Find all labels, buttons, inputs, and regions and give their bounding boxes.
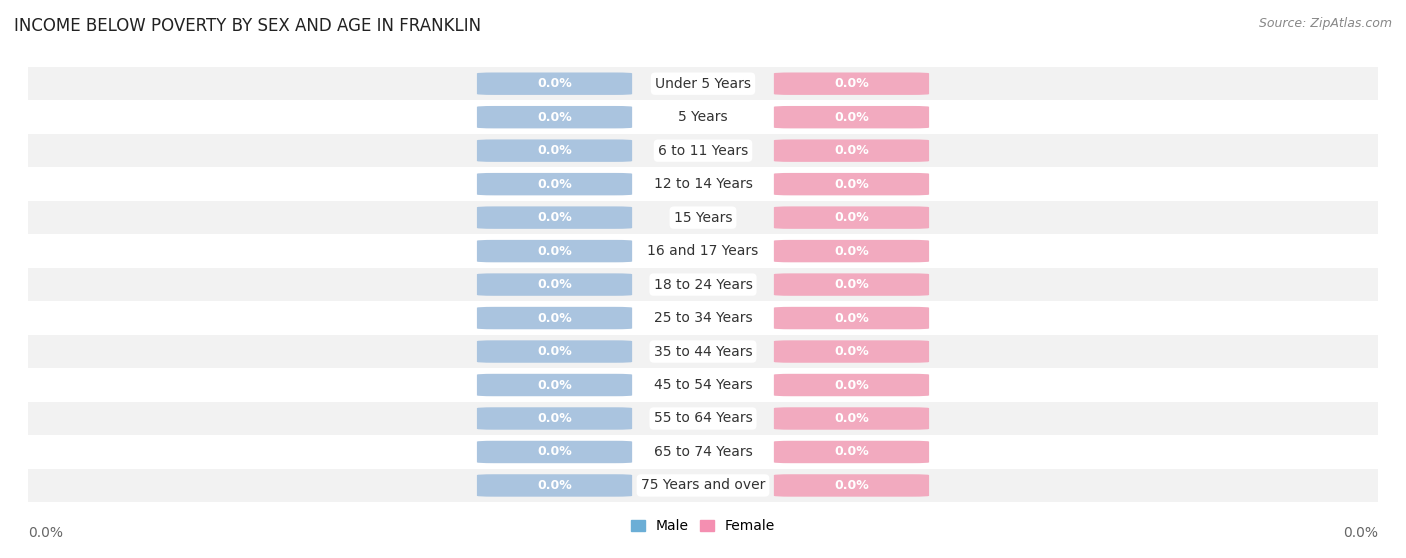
- Text: 0.0%: 0.0%: [834, 211, 869, 224]
- Text: 0.0%: 0.0%: [834, 244, 869, 258]
- FancyBboxPatch shape: [477, 374, 633, 396]
- FancyBboxPatch shape: [773, 374, 929, 396]
- Text: 0.0%: 0.0%: [537, 177, 572, 191]
- Bar: [28, 67, 1378, 100]
- Text: INCOME BELOW POVERTY BY SEX AND AGE IN FRANKLIN: INCOME BELOW POVERTY BY SEX AND AGE IN F…: [14, 17, 481, 35]
- Text: 0.0%: 0.0%: [834, 378, 869, 392]
- FancyBboxPatch shape: [773, 340, 929, 363]
- Text: 55 to 64 Years: 55 to 64 Years: [654, 411, 752, 426]
- Bar: [28, 402, 1378, 435]
- Bar: [28, 167, 1378, 201]
- Text: 0.0%: 0.0%: [834, 445, 869, 459]
- FancyBboxPatch shape: [477, 240, 633, 262]
- Bar: [28, 234, 1378, 268]
- Text: 0.0%: 0.0%: [537, 244, 572, 258]
- FancyBboxPatch shape: [773, 240, 929, 262]
- Bar: [28, 469, 1378, 502]
- Text: 75 Years and over: 75 Years and over: [641, 478, 765, 493]
- FancyBboxPatch shape: [477, 273, 633, 296]
- Text: 0.0%: 0.0%: [28, 526, 63, 540]
- Text: 0.0%: 0.0%: [834, 110, 869, 124]
- Text: 0.0%: 0.0%: [537, 278, 572, 291]
- Text: 0.0%: 0.0%: [834, 177, 869, 191]
- FancyBboxPatch shape: [477, 73, 633, 95]
- Bar: [28, 134, 1378, 167]
- Text: 35 to 44 Years: 35 to 44 Years: [654, 344, 752, 359]
- Text: 0.0%: 0.0%: [537, 378, 572, 392]
- Text: 6 to 11 Years: 6 to 11 Years: [658, 143, 748, 158]
- FancyBboxPatch shape: [773, 106, 929, 128]
- FancyBboxPatch shape: [773, 273, 929, 296]
- Text: 0.0%: 0.0%: [834, 345, 869, 358]
- FancyBboxPatch shape: [773, 173, 929, 195]
- Text: 25 to 34 Years: 25 to 34 Years: [654, 311, 752, 325]
- FancyBboxPatch shape: [477, 173, 633, 195]
- Text: 0.0%: 0.0%: [834, 144, 869, 157]
- Text: 0.0%: 0.0%: [834, 412, 869, 425]
- FancyBboxPatch shape: [477, 474, 633, 497]
- Text: 0.0%: 0.0%: [537, 311, 572, 325]
- FancyBboxPatch shape: [477, 407, 633, 430]
- Text: Under 5 Years: Under 5 Years: [655, 76, 751, 91]
- FancyBboxPatch shape: [477, 106, 633, 128]
- Text: 12 to 14 Years: 12 to 14 Years: [654, 177, 752, 191]
- FancyBboxPatch shape: [477, 206, 633, 229]
- Bar: [28, 268, 1378, 301]
- FancyBboxPatch shape: [773, 140, 929, 162]
- Text: 15 Years: 15 Years: [673, 210, 733, 225]
- Text: 0.0%: 0.0%: [834, 77, 869, 90]
- Text: 0.0%: 0.0%: [834, 311, 869, 325]
- FancyBboxPatch shape: [477, 307, 633, 329]
- FancyBboxPatch shape: [773, 441, 929, 463]
- Bar: [28, 201, 1378, 234]
- FancyBboxPatch shape: [477, 340, 633, 363]
- Text: 0.0%: 0.0%: [537, 110, 572, 124]
- Text: 0.0%: 0.0%: [1343, 526, 1378, 540]
- Bar: [28, 368, 1378, 402]
- FancyBboxPatch shape: [773, 206, 929, 229]
- Text: 18 to 24 Years: 18 to 24 Years: [654, 277, 752, 292]
- FancyBboxPatch shape: [477, 441, 633, 463]
- Bar: [28, 301, 1378, 335]
- Text: 0.0%: 0.0%: [834, 479, 869, 492]
- Text: 16 and 17 Years: 16 and 17 Years: [647, 244, 759, 258]
- FancyBboxPatch shape: [773, 307, 929, 329]
- FancyBboxPatch shape: [773, 73, 929, 95]
- Text: 0.0%: 0.0%: [537, 144, 572, 157]
- Legend: Male, Female: Male, Female: [626, 514, 780, 539]
- Text: 45 to 54 Years: 45 to 54 Years: [654, 378, 752, 392]
- Bar: [28, 100, 1378, 134]
- Text: Source: ZipAtlas.com: Source: ZipAtlas.com: [1258, 17, 1392, 30]
- Text: 65 to 74 Years: 65 to 74 Years: [654, 445, 752, 459]
- Text: 5 Years: 5 Years: [678, 110, 728, 124]
- FancyBboxPatch shape: [477, 140, 633, 162]
- Text: 0.0%: 0.0%: [537, 479, 572, 492]
- FancyBboxPatch shape: [773, 407, 929, 430]
- Bar: [28, 335, 1378, 368]
- FancyBboxPatch shape: [773, 474, 929, 497]
- Bar: [28, 435, 1378, 469]
- Text: 0.0%: 0.0%: [537, 412, 572, 425]
- Text: 0.0%: 0.0%: [834, 278, 869, 291]
- Text: 0.0%: 0.0%: [537, 445, 572, 459]
- Text: 0.0%: 0.0%: [537, 345, 572, 358]
- Text: 0.0%: 0.0%: [537, 211, 572, 224]
- Text: 0.0%: 0.0%: [537, 77, 572, 90]
